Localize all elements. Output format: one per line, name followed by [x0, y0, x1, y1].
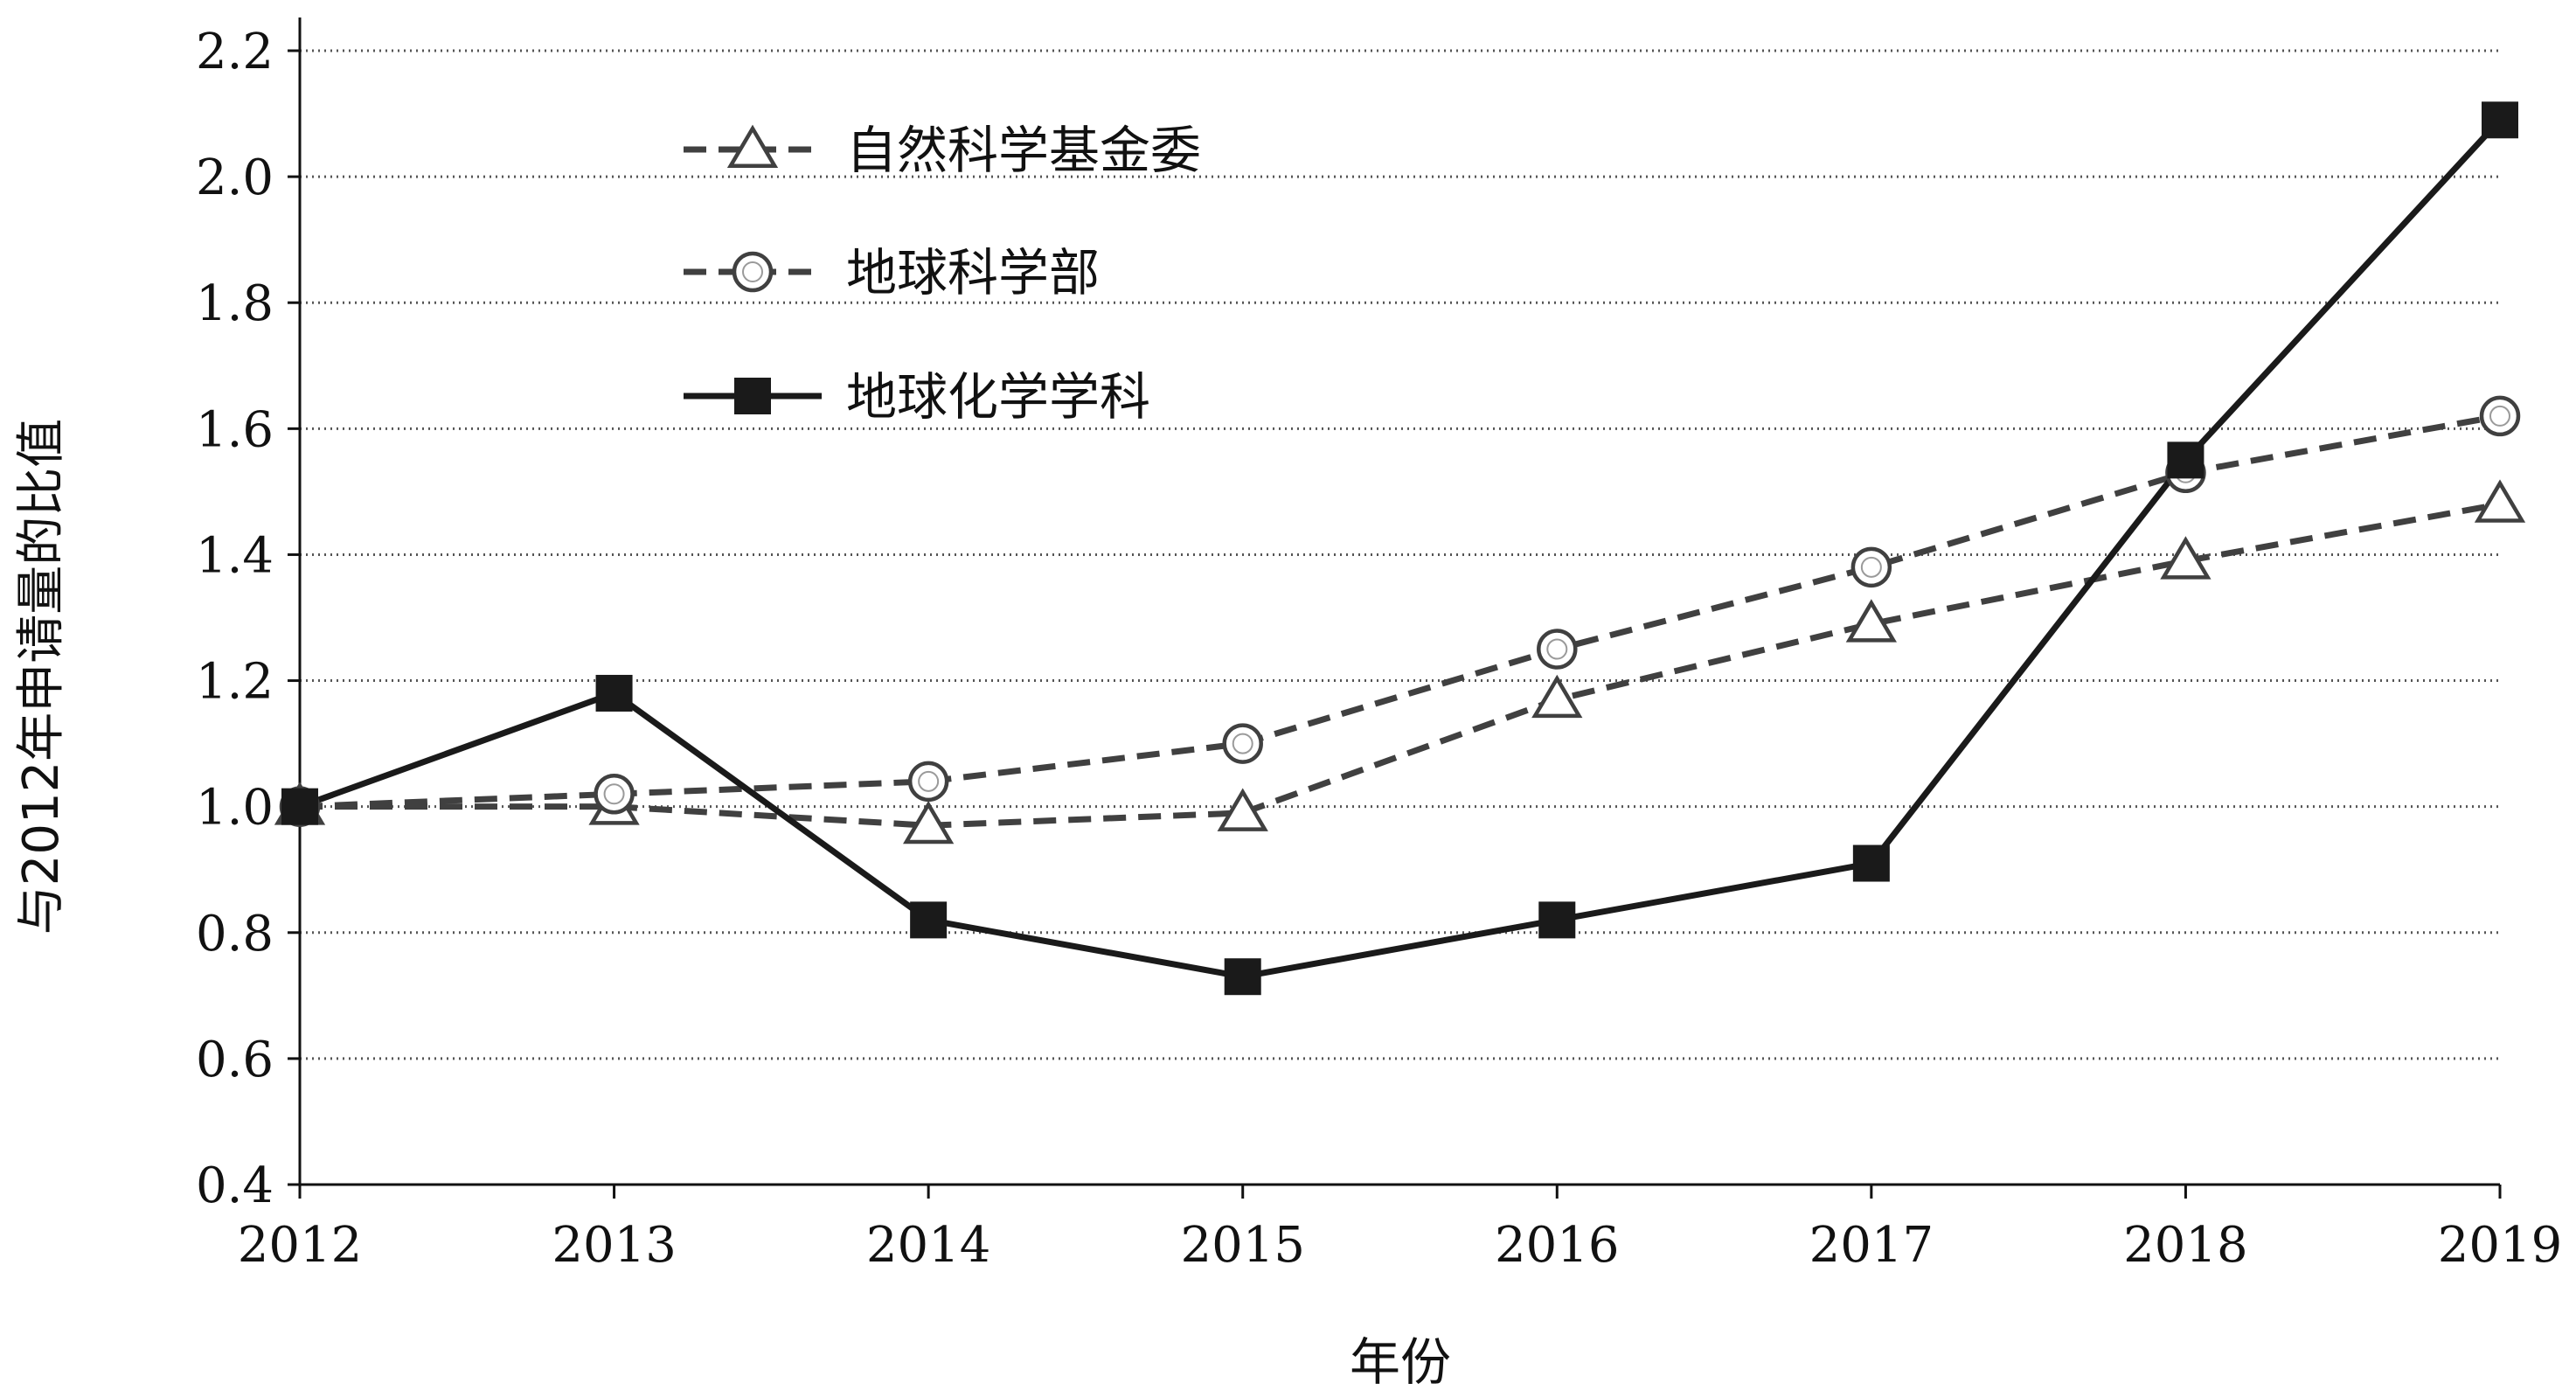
x-tick-label: 2019: [2438, 1217, 2563, 1274]
square-marker: [2482, 101, 2518, 139]
legend-label: 地球化学学科: [846, 367, 1150, 427]
triangle-marker: [903, 800, 955, 844]
square-marker: [281, 788, 318, 825]
y-tick-label: 1.6: [196, 401, 274, 458]
circle-marker-inner: [1860, 556, 1882, 578]
x-tick-label: 2012: [238, 1217, 363, 1274]
x-axis-title: 年份: [1350, 1332, 1451, 1392]
legend-label: 自然科学基金委: [846, 121, 1201, 180]
circle-marker-legend: [732, 251, 774, 293]
circle-marker-inner: [603, 783, 625, 805]
y-axis-title: 与2012年申请量的比值: [13, 419, 70, 935]
series-0: [300, 501, 2501, 829]
circle-marker-inner: [918, 770, 940, 792]
y-tick-label: 0.6: [196, 1032, 274, 1088]
y-tick-label: 2.0: [196, 149, 274, 206]
y-tick-label: 1.4: [196, 527, 274, 584]
y-tick-label: 1.2: [196, 654, 274, 711]
circle-marker-inner-legend: [742, 261, 763, 282]
circle-marker-inner: [2489, 405, 2510, 427]
circle-marker: [594, 774, 635, 815]
x-tick-label: 2017: [1809, 1217, 1934, 1274]
x-tick-label: 2018: [2123, 1217, 2248, 1274]
triangle-marker: [1217, 788, 1268, 831]
circle-marker: [1222, 723, 1263, 764]
circle-marker: [907, 761, 949, 803]
x-tick-label: 2013: [552, 1217, 677, 1274]
y-tick-label: 0.4: [196, 1157, 274, 1214]
y-tick-label: 0.8: [196, 906, 274, 963]
triangle-marker-legend: [726, 124, 779, 168]
square-marker: [910, 901, 948, 939]
square-marker: [595, 674, 633, 712]
x-tick-label: 2015: [1180, 1217, 1305, 1274]
square-marker: [1538, 901, 1576, 939]
series-2-markers: [281, 101, 2518, 996]
axes-layer: 0.4 0.6 0.8 1.0 1.2 1.4 1.6 1.8 2.0 2.2 2012 2013 20…: [196, 17, 2562, 1274]
series-line: [298, 117, 2503, 980]
x-tick-label: 2014: [866, 1217, 991, 1274]
triangle-marker: [1531, 674, 1583, 719]
x-tick-label: 2016: [1495, 1217, 1620, 1274]
series-1: [299, 413, 2501, 810]
circle-marker-inner: [1546, 638, 1568, 660]
circle-marker: [2479, 395, 2521, 437]
y-tick-label: 1.8: [196, 275, 274, 332]
square-marker: [2167, 441, 2205, 479]
square-marker: [1852, 844, 1890, 882]
y-tick-label: 2.2: [196, 24, 274, 80]
circle-marker: [1850, 546, 1892, 588]
y-tick-label: 1.0: [196, 780, 274, 837]
square-marker-legend: [734, 378, 771, 414]
square-marker: [1224, 958, 1261, 996]
triangle-marker: [1845, 599, 1897, 643]
series-line: [300, 501, 2501, 829]
grid-layer: [300, 49, 2500, 1060]
series-layer: [274, 101, 2526, 996]
series-line: [299, 413, 2501, 810]
series-2: [298, 117, 2503, 980]
circle-marker: [1537, 629, 1578, 670]
triangle-marker: [2474, 479, 2526, 523]
legend-label: 地球科学部: [846, 243, 1100, 302]
circle-marker-inner: [1232, 733, 1253, 754]
triangle-marker: [2160, 536, 2211, 580]
